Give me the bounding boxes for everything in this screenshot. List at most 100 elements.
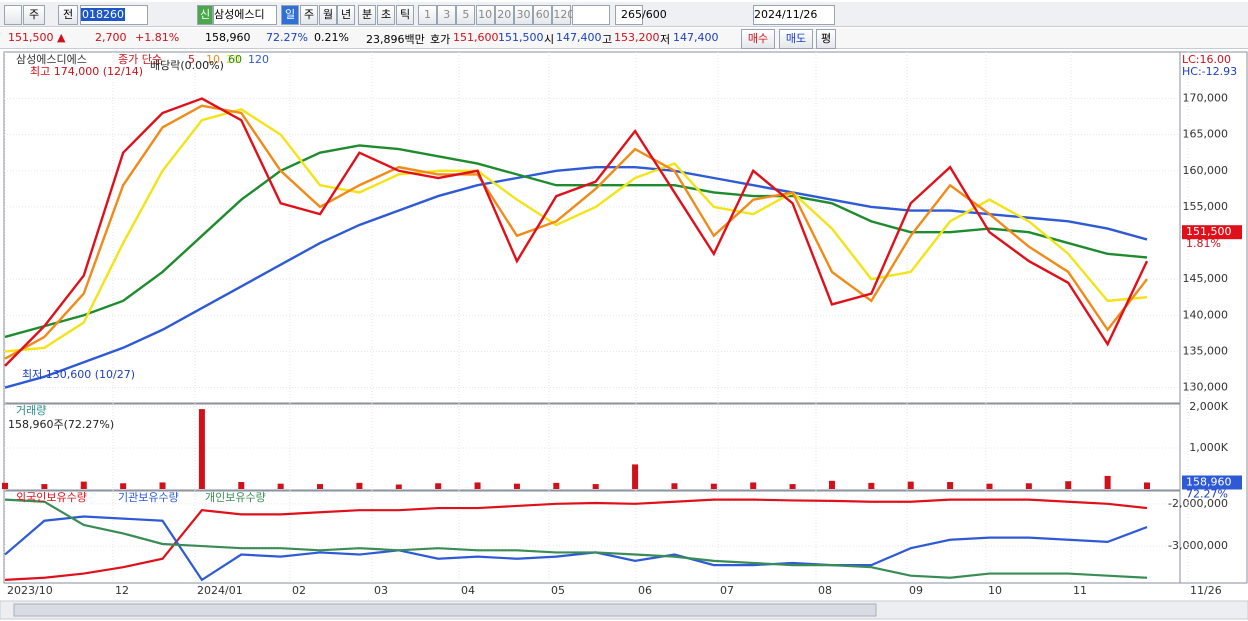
quote-bar xyxy=(0,28,1248,49)
volume-bar xyxy=(828,480,835,489)
ma-line xyxy=(4,97,1149,367)
volume-bar xyxy=(2,482,8,489)
period-button[interactable]: 초 xyxy=(377,5,395,25)
volume-bar xyxy=(710,483,717,489)
period-button[interactable]: 년 xyxy=(337,5,355,25)
legend-item: 120 xyxy=(248,53,269,66)
buy-button[interactable]: 매수 xyxy=(741,29,775,49)
volume-bar xyxy=(907,481,914,489)
quote-low-label: 저 xyxy=(660,33,671,46)
full-button[interactable]: 전 xyxy=(58,5,78,25)
period-type[interactable]: 주 xyxy=(23,5,45,25)
holdings-legend: 외국인보유수량 xyxy=(16,491,87,504)
y-tick-label: 155,000 xyxy=(1183,200,1229,213)
quote-low: 147,400 xyxy=(673,31,719,44)
period-button[interactable]: 일 xyxy=(281,5,299,25)
y-tick-label: 2,000K xyxy=(1189,400,1228,413)
last-pct: 1.81% xyxy=(1186,237,1221,250)
last-volume: 158,960 xyxy=(1186,475,1232,488)
quote-high: 153,200 xyxy=(614,31,660,44)
minute-button[interactable]: 120 xyxy=(552,5,574,25)
count[interactable]: 265 xyxy=(615,5,643,25)
credit[interactable]: 신 xyxy=(197,5,213,25)
volume-bar xyxy=(750,482,757,489)
period-button[interactable]: 틱 xyxy=(396,5,414,25)
x-tick-label: 04 xyxy=(461,584,475,597)
volume-bar xyxy=(1025,483,1032,489)
volume-bar xyxy=(553,482,560,489)
minute-button[interactable]: 5 xyxy=(456,5,476,25)
legend-item: 20 xyxy=(226,53,240,66)
quote-open-label: 시 xyxy=(544,33,555,46)
panel xyxy=(3,403,1181,491)
volume-bar xyxy=(238,482,245,489)
last-price: 151,500 xyxy=(1186,225,1232,238)
y-tick-label: 135,000 xyxy=(1183,344,1229,357)
minute-button[interactable]: 60 xyxy=(533,5,553,25)
volume-bar xyxy=(356,482,363,489)
period-button[interactable]: 주 xyxy=(300,5,318,25)
minute-button[interactable]: 3 xyxy=(437,5,457,25)
hc-label: HC:-12.93 xyxy=(1182,65,1237,78)
x-tick-label: 2024/01 xyxy=(197,584,243,597)
quote-price: 151,500 ▲ xyxy=(8,31,66,44)
x-tick-label: 07 xyxy=(720,584,734,597)
minute-button[interactable]: 1 xyxy=(418,5,437,25)
legend-item: 60 xyxy=(228,53,242,66)
stock-name[interactable]: 삼성에스디 xyxy=(213,5,277,25)
volume-bar xyxy=(671,483,678,489)
last-volume-pct: 72.27% xyxy=(1186,487,1228,500)
holdings-legend: 기관보유수량 xyxy=(118,491,179,504)
minute-button[interactable]: 10 xyxy=(475,5,495,25)
panel xyxy=(3,51,1181,404)
x-tick-label: 03 xyxy=(374,584,388,597)
volume-bar xyxy=(474,482,481,489)
ma-line xyxy=(4,108,1148,353)
empty-select[interactable] xyxy=(572,5,610,25)
code-input[interactable]: 018260 xyxy=(80,5,148,25)
volume-bar xyxy=(120,483,127,489)
volume-bar xyxy=(41,484,48,489)
y-tick-label: -3,000,000 xyxy=(1168,539,1228,552)
volume-bar xyxy=(592,484,599,489)
code: 018260 xyxy=(81,8,125,21)
last-volume-box xyxy=(1182,475,1242,490)
y-tick-label: 160,000 xyxy=(1183,164,1229,177)
y-tick-label: 1,000K xyxy=(1189,441,1228,454)
holdings-legend: 개인보유수량 xyxy=(205,491,266,504)
scroll-thumb xyxy=(13,603,877,617)
period-button[interactable]: 월 xyxy=(319,5,337,25)
x-tick-label: 2023/10 xyxy=(7,584,53,597)
y-tick-label: 170,000 xyxy=(1183,92,1229,105)
sell-button[interactable]: 매도 xyxy=(779,29,813,49)
y-tick-label: 165,000 xyxy=(1183,128,1229,141)
minute-button[interactable]: 20 xyxy=(494,5,514,25)
y-tick-label: 145,000 xyxy=(1183,272,1229,285)
legend-item: 10 xyxy=(206,53,220,66)
quote-high-label: 고 xyxy=(602,33,613,46)
volume-bar xyxy=(947,482,954,489)
period-button[interactable]: 분 xyxy=(358,5,376,25)
volume-summary: 158,960주(72.27%) xyxy=(8,418,114,431)
quote-turnover: 0.21% xyxy=(314,31,349,44)
lc-label: LC:16.00 xyxy=(1182,53,1231,66)
quote-ask: 151,600 xyxy=(453,31,499,44)
ma-line xyxy=(4,515,1148,582)
minute-button[interactable]: 30 xyxy=(514,5,533,25)
quote-change: 2,700 xyxy=(95,31,127,44)
ma-line xyxy=(4,165,1148,389)
ma-line xyxy=(4,144,1148,339)
date[interactable]: 2024/11/26 xyxy=(753,5,835,25)
volume-bar xyxy=(789,484,796,489)
x-tick-label: 11/26 xyxy=(1190,584,1222,597)
avg-button[interactable]: 평 xyxy=(816,29,836,49)
volume-bar xyxy=(198,409,205,489)
legend-name: 삼성에스디에스 xyxy=(16,53,87,66)
x-tick-label: 06 xyxy=(638,584,652,597)
last-price-box xyxy=(1182,225,1242,240)
menu-icon[interactable] xyxy=(4,5,22,25)
legend-item: 5 xyxy=(188,53,195,66)
volume-title: 거래량 xyxy=(16,404,46,417)
x-tick-label: 09 xyxy=(909,584,923,597)
